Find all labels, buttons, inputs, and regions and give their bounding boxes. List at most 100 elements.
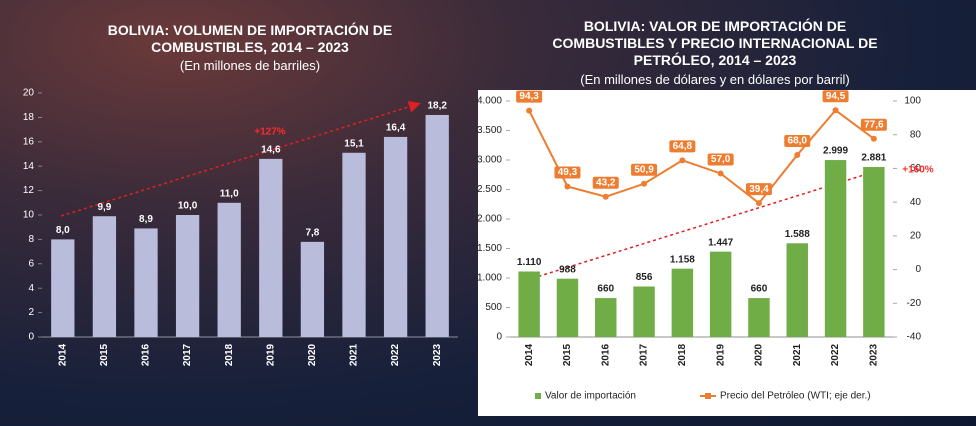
data-label: 1.110	[517, 257, 542, 268]
data-label: 43,2	[596, 177, 616, 188]
chart-title: BOLIVIA: VOLUMEN DE IMPORTACIÓN DE COMBU…	[107, 22, 393, 55]
line-marker	[679, 157, 686, 164]
x-tick-label: 2016	[141, 343, 152, 366]
data-label: 94,5	[826, 91, 846, 102]
data-label: 50,9	[634, 164, 654, 175]
data-label: 1.588	[785, 229, 810, 240]
legend-label: Valor de importación	[545, 391, 636, 402]
x-tick-label: 2019	[715, 343, 726, 366]
line-marker	[794, 151, 801, 158]
y-tick-label: 2.500	[477, 184, 502, 195]
y2-tick-label: 20	[910, 230, 922, 241]
data-label: 16,4	[386, 123, 406, 134]
data-label: 1.158	[670, 254, 695, 265]
bar	[51, 239, 75, 337]
bar	[259, 158, 283, 337]
data-label: 77,6	[864, 119, 884, 130]
label-box	[516, 90, 543, 103]
y2-tick-label: 100	[904, 96, 921, 107]
data-label: 660	[597, 284, 614, 295]
bar	[748, 298, 770, 337]
label-box	[784, 134, 811, 147]
bar	[134, 228, 158, 337]
line-marker	[564, 183, 571, 190]
x-tick-label: 2017	[639, 343, 650, 366]
data-label: 15,1	[344, 138, 364, 149]
data-label: 9,9	[97, 202, 111, 213]
line-marker	[641, 180, 648, 187]
label-box	[745, 183, 772, 196]
bar	[709, 251, 732, 337]
y2-tick-label: 40	[910, 197, 922, 208]
y-tick-label: 18	[23, 112, 35, 123]
y-tick-label: 2.000	[477, 214, 502, 225]
bar	[175, 215, 200, 337]
legend-marker	[705, 393, 711, 399]
line-marker	[832, 107, 839, 114]
bar	[342, 152, 366, 337]
label-box	[860, 118, 887, 131]
data-label: 68,0	[788, 136, 808, 147]
y-tick-label: 12	[23, 185, 35, 196]
x-tick-label: 2021	[349, 343, 360, 366]
x-tick-label: 2015	[562, 343, 573, 366]
data-label: 8,0	[56, 225, 70, 236]
y2-tick-label: -40	[907, 332, 922, 343]
line-marker	[602, 193, 609, 200]
trend-arrow	[60, 100, 421, 217]
data-label: 18,2	[427, 101, 447, 112]
label-box	[707, 153, 734, 166]
label-box	[554, 166, 581, 179]
data-label: 94,3	[519, 91, 539, 102]
y-tick-label: 3.500	[477, 125, 502, 136]
label-box	[669, 140, 696, 153]
chart-subtitle: (En millones de barriles)	[179, 58, 321, 73]
bar	[217, 202, 241, 337]
annotation: +127%	[254, 127, 286, 138]
bar	[824, 160, 847, 337]
y-tick-label: 4.000	[477, 96, 502, 107]
y-tick-label: 500	[485, 302, 502, 313]
x-tick-label: 2023	[432, 343, 443, 366]
data-label: 57,0	[711, 154, 731, 165]
x-tick-label: 2020	[754, 343, 765, 366]
y-tick-label: 14	[23, 161, 35, 172]
bar	[595, 298, 617, 337]
x-tick-label: 2014	[57, 343, 68, 366]
label-box	[822, 90, 849, 103]
y2-tick-label: 60	[910, 163, 922, 174]
line	[528, 108, 875, 205]
y-tick-label: 10	[23, 210, 35, 221]
label-box	[592, 176, 619, 189]
x-tick-label: 2018	[677, 343, 688, 366]
data-label: 660	[751, 284, 768, 295]
bar	[633, 286, 655, 337]
bar	[92, 216, 117, 337]
x-tick-label: 2015	[99, 343, 110, 366]
data-label: 64,8	[673, 141, 693, 152]
data-label: 14,6	[261, 145, 281, 156]
y-tick-label: 16	[23, 136, 35, 147]
bar	[863, 167, 885, 337]
data-label: 7,8	[305, 227, 319, 238]
x-tick-label: 2022	[830, 343, 841, 366]
trend-arrow	[526, 166, 883, 281]
bar	[786, 243, 808, 337]
data-label: 10,0	[178, 201, 198, 212]
data-label: 988	[559, 264, 576, 275]
y-tick-label: 6	[28, 258, 34, 269]
data-label: 49,3	[558, 167, 578, 178]
data-label: 1.447	[708, 237, 733, 248]
x-tick-label: 2020	[307, 343, 318, 366]
line-marker	[870, 135, 877, 142]
bar	[300, 241, 325, 337]
bar	[671, 268, 694, 337]
x-tick-label: 2017	[182, 343, 193, 366]
legend-label: Precio del Petróleo (WTI; eje der.)	[720, 391, 871, 402]
data-label: 2.999	[823, 146, 848, 157]
line-marker	[717, 170, 724, 177]
y-tick-label: 1.500	[477, 243, 502, 254]
chart-subtitle: (En millones de dólares y en dólares por…	[580, 72, 850, 87]
y2-tick-label: -20	[907, 298, 922, 309]
